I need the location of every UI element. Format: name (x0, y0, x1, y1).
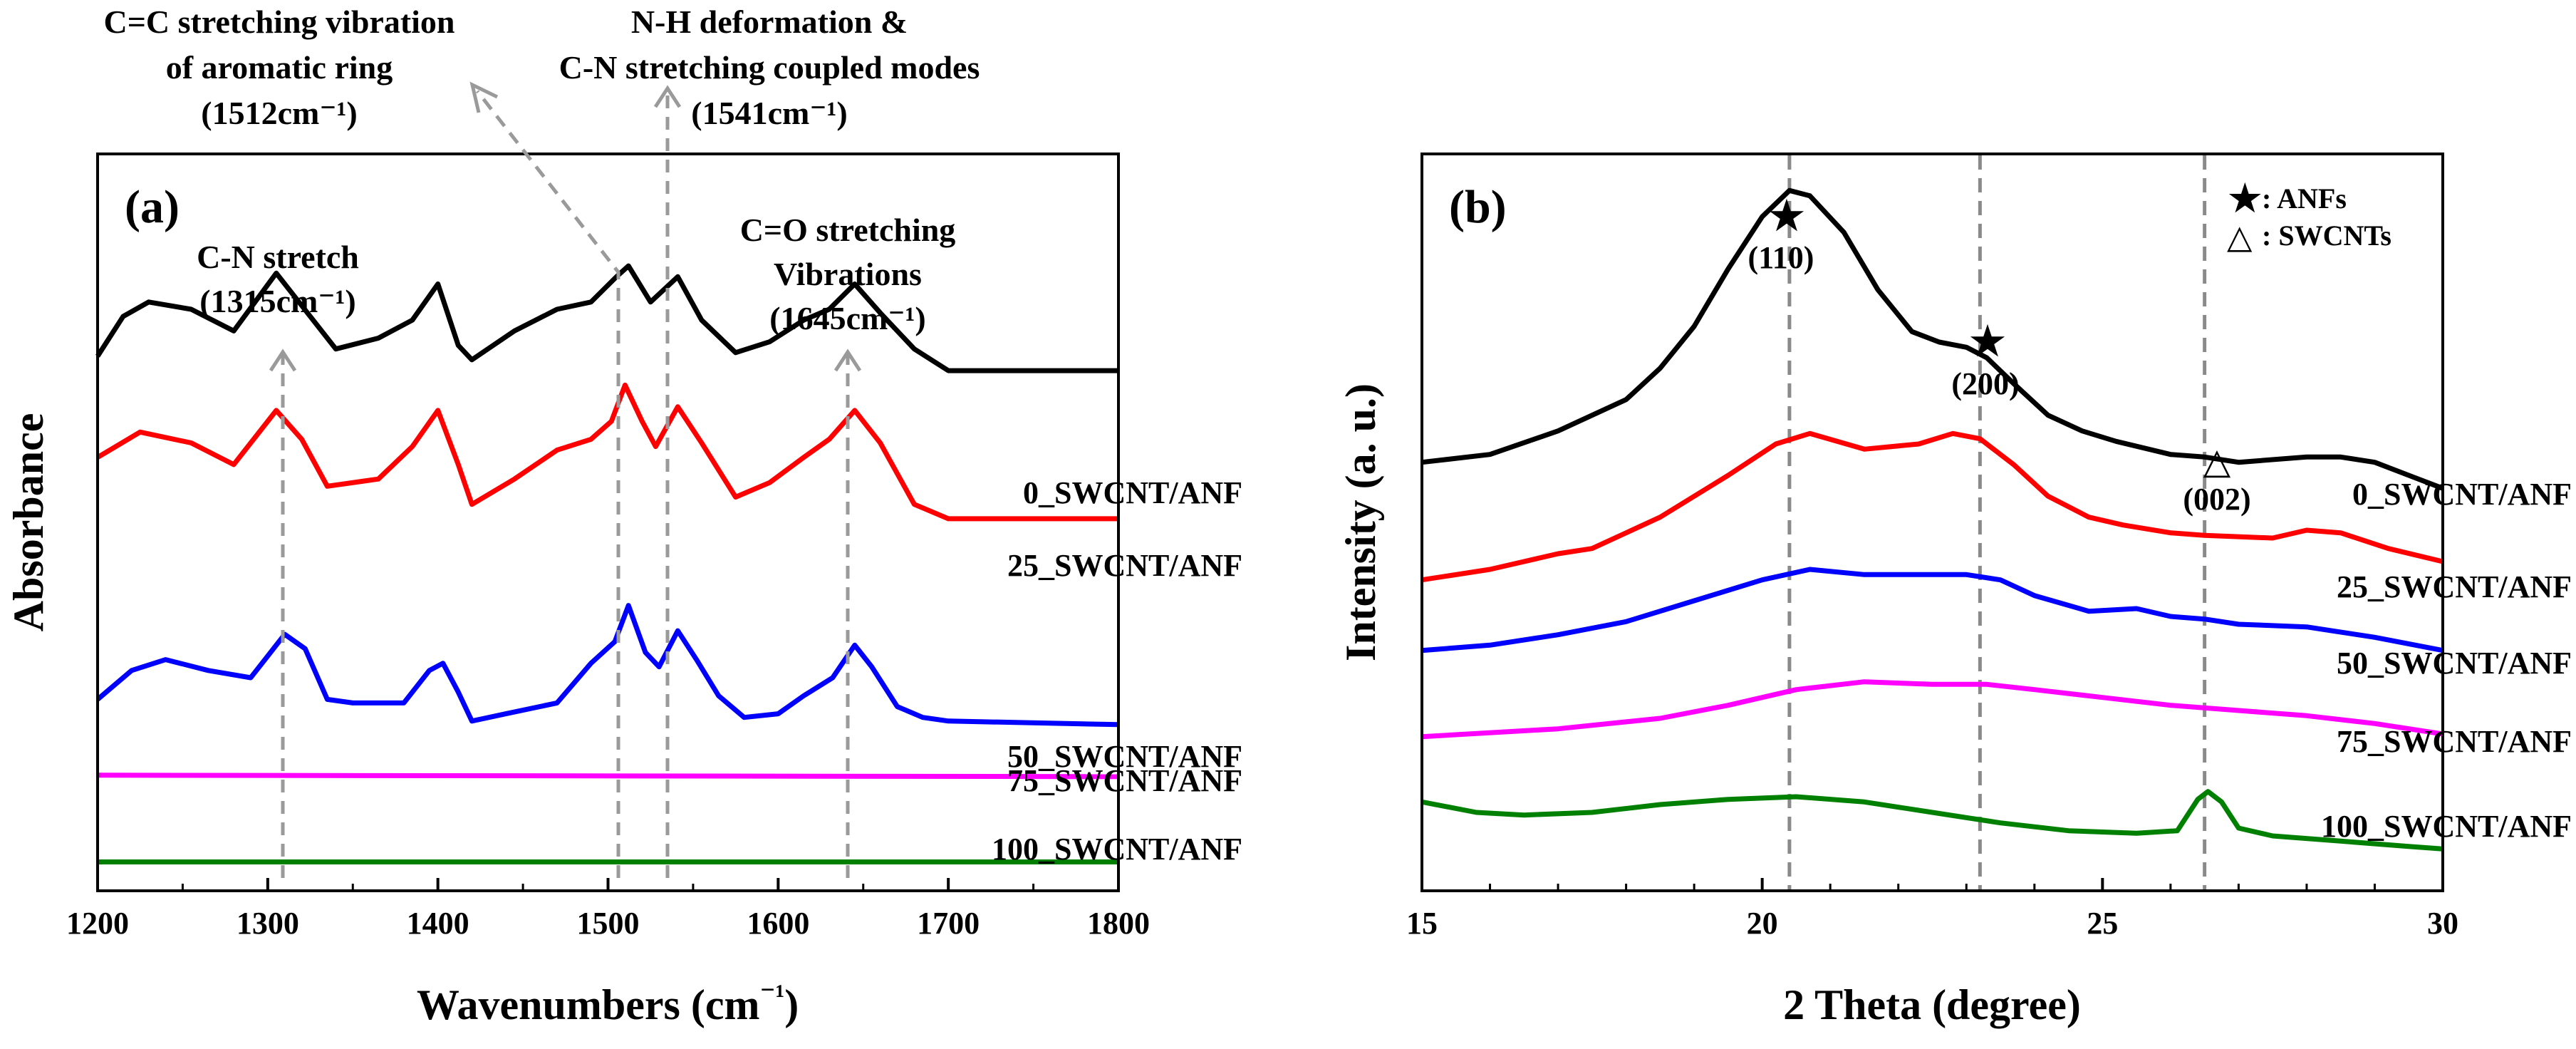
legend-swcnts-text: : SWCNTs (2262, 219, 2391, 252)
annotation-nh-line1: N-H deformation & (631, 4, 908, 40)
legend-swcnts-symbol: △ (2227, 219, 2253, 255)
annotation-nh-line3: (1541cm⁻¹) (691, 95, 847, 131)
a-x-tick-label-1500: 1500 (577, 906, 640, 941)
cn-arrow-head (269, 348, 297, 372)
a-x-tick-label-1400: 1400 (407, 906, 469, 941)
a-x-tick-label-1300: 1300 (237, 906, 299, 941)
b-series-line-75_SWCNT/ANF (1421, 679, 2443, 740)
legend-anfs-text: : ANFs (2262, 182, 2347, 215)
b-x-tick-label-20: 20 (1747, 906, 1778, 941)
annotation-nh-line2: C-N stretching coupled modes (559, 49, 980, 86)
b-series-label-4: 100_SWCNT/ANF (2321, 809, 2572, 844)
panel-b-label: (b) (1449, 181, 1507, 233)
b-series-label-3: 75_SWCNT/ANF (2337, 724, 2572, 759)
a-series-label-3: 75_SWCNT/ANF (1007, 763, 1242, 798)
cc-arrow-line (476, 90, 620, 878)
peak-marker-200: ★ (1970, 320, 2005, 364)
b-x-tick-label-15: 15 (1406, 906, 1438, 941)
panel-b-plot-frame (1421, 153, 2444, 892)
panel-b-y-axis-label: Intensity (a. u.) (1337, 383, 1384, 661)
a-x-tick-label-1800: 1800 (1087, 906, 1150, 941)
peak-marker-002: △ (2203, 441, 2231, 481)
panel-a-annotation-arrows (269, 81, 862, 878)
annotation-co-line3: (1645cm⁻¹) (769, 300, 925, 336)
a-x-tick-label-1200: 1200 (66, 906, 129, 941)
a-series-label-1: 25_SWCNT/ANF (1007, 548, 1242, 583)
a-x-tick-label-1600: 1600 (747, 906, 809, 941)
panel-a-ftir-chart: 1200 1300 1400 1500 1600 1700 1800 (a) Wavenum… (5, 4, 1242, 1028)
a-series-label-4: 100_SWCNT/ANF (992, 832, 1242, 867)
panel-a-x-axis-label: Wavenumbers (cm⁻¹) (417, 979, 799, 1028)
a-series-line-75_SWCNT/ANF (97, 772, 1119, 780)
cc-arrow-head (469, 81, 499, 113)
b-series-line-50_SWCNT/ANF (1421, 567, 2443, 653)
a-series-line-50_SWCNT/ANF (95, 603, 1119, 728)
annotation-co-line1: C=O stretching (740, 212, 956, 248)
legend-anfs-symbol: ★ (2228, 179, 2262, 219)
peak-label-110: (110) (1748, 240, 1814, 275)
annotation-co-line2: Vibrations (774, 256, 922, 292)
a-series-label-2: 50_SWCNT/ANF (1007, 739, 1242, 774)
panel-a-label: (a) (125, 181, 180, 233)
b-series-line-25_SWCNT/ANF (1421, 430, 2443, 583)
annotation-cc-line2: of aromatic ring (166, 49, 393, 86)
co-arrow-head (833, 348, 862, 372)
a-series-line-0_SWCNT/ANF (95, 263, 1118, 373)
b-x-tick-label-25: 25 (2087, 906, 2118, 941)
b-series-label-2: 50_SWCNT/ANF (2337, 646, 2572, 681)
annotation-cc-line1: C=C stretching vibration (103, 4, 455, 40)
annotation-cc-line3: (1512cm⁻¹) (201, 95, 357, 131)
annotation-cn-line2: (1315cm⁻¹) (199, 283, 355, 319)
peak-marker-110: ★ (1769, 195, 1804, 239)
peak-label-002: (002) (2183, 482, 2250, 517)
b-x-tick-label-30: 30 (2427, 906, 2458, 941)
b-series-line-0_SWCNT/ANF (1421, 187, 2444, 491)
b-series-label-0: 0_SWCNT/ANF (2352, 477, 2572, 512)
b-series-label-1: 25_SWCNT/ANF (2337, 569, 2572, 604)
a-series-label-0: 0_SWCNT/ANF (1023, 475, 1242, 510)
a-series-line-25_SWCNT/ANF (96, 382, 1118, 522)
a-x-tick-label-1700: 1700 (917, 906, 980, 941)
panel-b-x-axis-label: 2 Theta (degree) (1783, 981, 2081, 1028)
b-series-line-100_SWCNT/ANF (1421, 789, 2443, 852)
peak-label-200: (200) (1951, 366, 2019, 401)
nh-arrow-head (653, 85, 682, 108)
annotation-cn-line1: C-N stretch (197, 239, 359, 275)
panel-b-xrd-chart: 15 20 25 30 (b) 2 Theta (degree) Intensity … (1337, 153, 2572, 1028)
panel-a-y-axis-label: Absorbance (5, 413, 52, 632)
